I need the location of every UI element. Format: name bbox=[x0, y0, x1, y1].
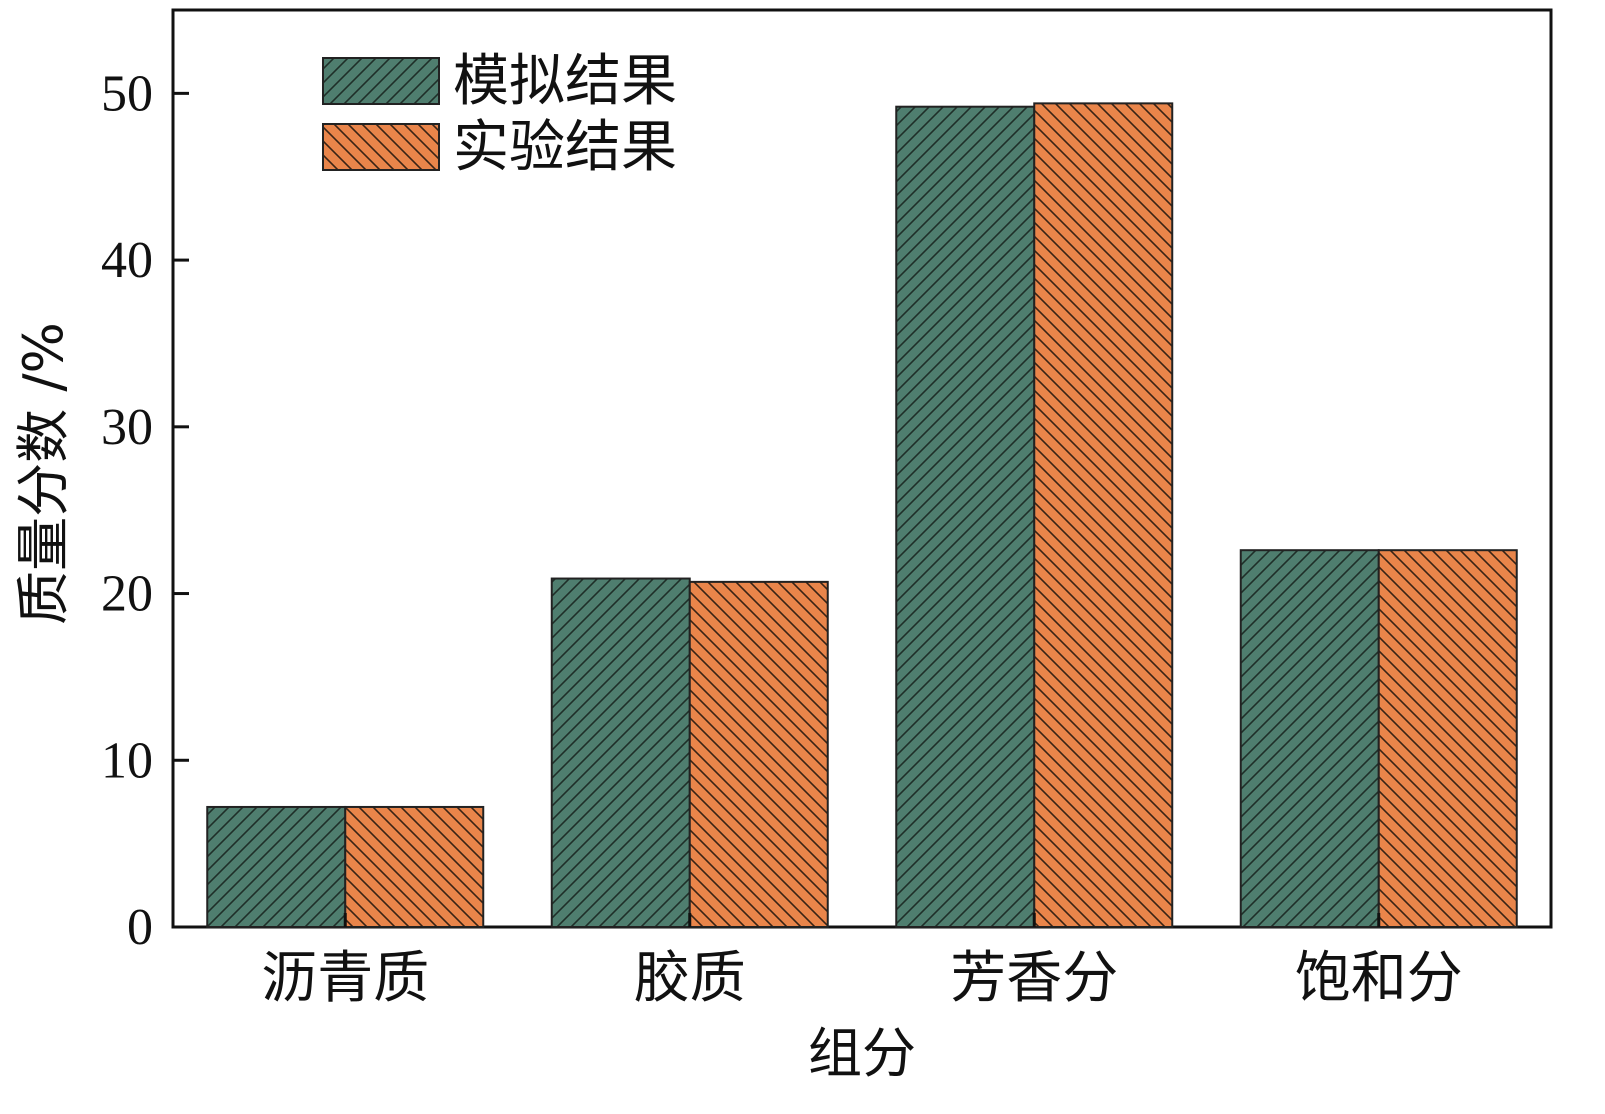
plot-frame bbox=[171, 8, 1553, 929]
bar bbox=[344, 805, 485, 928]
legend-swatch bbox=[322, 123, 440, 171]
bar bbox=[1033, 102, 1174, 929]
legend-label: 实验结果 bbox=[453, 115, 677, 180]
y-tick-label: 40 bbox=[101, 232, 153, 289]
bar bbox=[1239, 549, 1380, 928]
y-tick-label: 0 bbox=[127, 899, 153, 956]
bar bbox=[688, 580, 829, 929]
bar bbox=[550, 577, 691, 928]
bar bbox=[895, 105, 1036, 928]
y-axis-title: 质量分数 /% bbox=[12, 322, 75, 625]
x-tick-label: 芳香分 bbox=[950, 946, 1118, 1011]
x-axis-title: 组分 bbox=[808, 1022, 916, 1085]
legend-swatch bbox=[322, 57, 440, 105]
bar bbox=[1377, 549, 1518, 928]
y-tick-label: 10 bbox=[101, 732, 153, 789]
bar bbox=[206, 805, 347, 928]
y-tick-label: 50 bbox=[101, 65, 153, 122]
legend-label: 模拟结果 bbox=[453, 49, 677, 114]
y-tick-label: 30 bbox=[101, 399, 153, 456]
y-tick-label: 20 bbox=[101, 566, 153, 623]
x-tick-label: 沥青质 bbox=[261, 946, 429, 1011]
x-tick-label: 胶质 bbox=[634, 946, 746, 1011]
x-tick-label: 饱和分 bbox=[1295, 946, 1463, 1011]
